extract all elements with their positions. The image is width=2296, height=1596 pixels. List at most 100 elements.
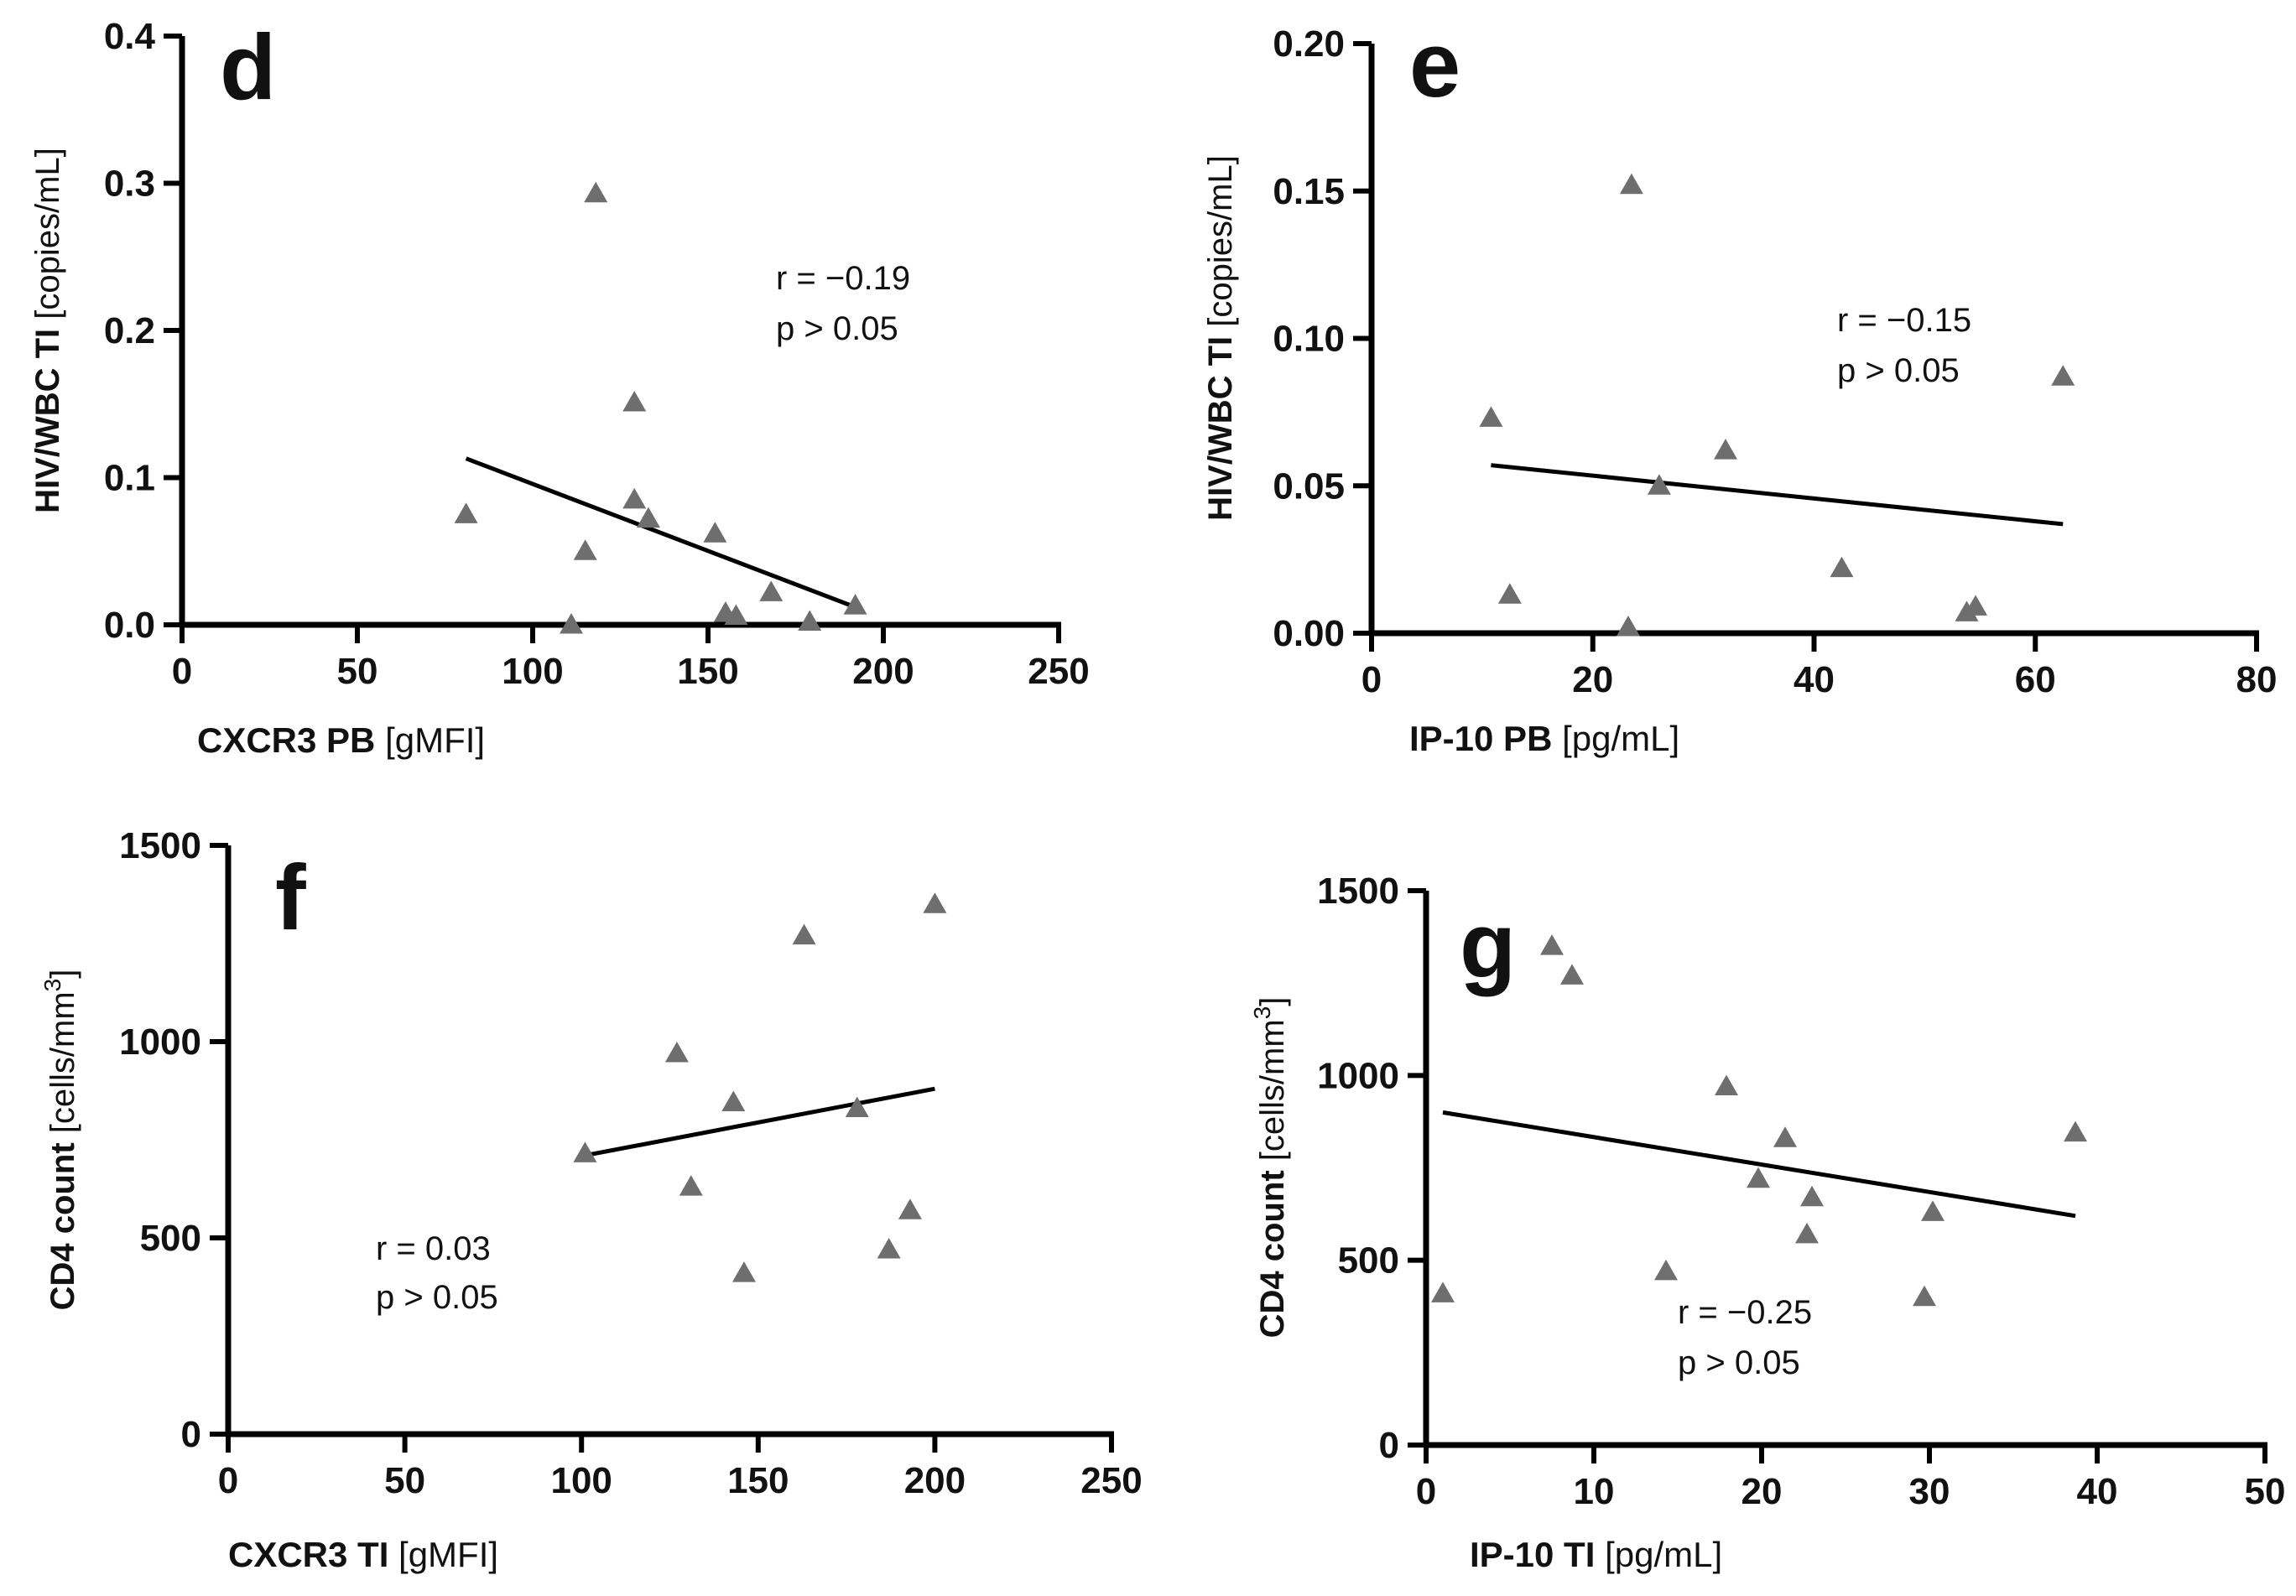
data-point bbox=[1747, 1167, 1770, 1188]
y-axis-title-name: CD4 count bbox=[1254, 1161, 1291, 1338]
data-point bbox=[798, 610, 822, 631]
y-tick-label: 500 bbox=[140, 1218, 201, 1259]
y-tick-label: 0.05 bbox=[1273, 465, 1345, 507]
data-point bbox=[573, 539, 597, 560]
y-axis-title-name: HIV/WBC TI bbox=[29, 320, 66, 513]
y-axis-title: CD4 count [cells/mm3] bbox=[1249, 997, 1291, 1339]
x-tick-label: 250 bbox=[1080, 1460, 1142, 1501]
data-point bbox=[679, 1175, 703, 1196]
data-point bbox=[1830, 556, 1854, 578]
y-tick-label: 1500 bbox=[119, 825, 201, 866]
data-point bbox=[1773, 1126, 1797, 1147]
regression-line bbox=[1491, 463, 2064, 527]
x-tick-label: 150 bbox=[677, 651, 738, 692]
data-point bbox=[1715, 1074, 1738, 1096]
data-point bbox=[636, 507, 660, 528]
data-point bbox=[898, 1198, 922, 1219]
y-axis-title-unit: [cells/mm bbox=[44, 991, 81, 1133]
x-tick-label: 20 bbox=[1742, 1471, 1783, 1512]
y-tick-label: 1000 bbox=[1317, 1055, 1399, 1096]
x-axis-title-name: IP-10 TI bbox=[1470, 1535, 1605, 1574]
data-point bbox=[1540, 934, 1564, 955]
y-tick-label: 0.3 bbox=[104, 164, 155, 205]
data-point bbox=[1497, 583, 1522, 604]
x-axis-title: CXCR3 PB [gMFI] bbox=[197, 720, 485, 760]
x-tick-label: 0 bbox=[172, 651, 192, 692]
data-point bbox=[2051, 365, 2075, 386]
y-tick-label: 0.00 bbox=[1273, 613, 1345, 654]
x-tick-label: 30 bbox=[1909, 1471, 1950, 1512]
x-tick-label: 40 bbox=[2077, 1471, 2118, 1512]
x-tick-label: 200 bbox=[904, 1460, 966, 1501]
y-axis-title-superscript: 3 bbox=[39, 979, 65, 992]
x-axis-title-name: CXCR3 TI bbox=[228, 1535, 398, 1574]
data-point bbox=[721, 1090, 746, 1112]
x-axis-title: CXCR3 TI [gMFI] bbox=[228, 1535, 498, 1574]
data-point bbox=[1647, 474, 1671, 495]
x-axis-title-unit: [gMFI] bbox=[385, 720, 485, 760]
y-tick-label: 0.10 bbox=[1273, 319, 1345, 360]
x-tick-label: 100 bbox=[502, 651, 563, 692]
data-point bbox=[622, 487, 647, 509]
x-tick-label: 80 bbox=[2236, 659, 2278, 700]
y-axis-title-unit: [copies/mL] bbox=[29, 148, 66, 320]
x-tick-label: 0 bbox=[1361, 659, 1382, 700]
data-point bbox=[1431, 1281, 1455, 1302]
x-axis-title: IP-10 TI [pg/mL] bbox=[1470, 1535, 1722, 1574]
y-tick-label: 0.0 bbox=[104, 605, 155, 646]
panel-e: 0.00 0.05 0.10 0.15 0.20 0 20 40 60 80 IP-10 PB [p… bbox=[1202, 13, 2277, 758]
y-tick-label: 0 bbox=[1379, 1425, 1399, 1466]
x-tick-label: 150 bbox=[727, 1460, 789, 1501]
data-point bbox=[877, 1238, 901, 1259]
data-point bbox=[1619, 173, 1643, 195]
data-point bbox=[559, 613, 583, 634]
y-tick-label: 0.1 bbox=[104, 458, 155, 499]
x-tick-label: 50 bbox=[384, 1460, 425, 1501]
data-point bbox=[1795, 1222, 1819, 1244]
y-axis-title: CD4 count [cells/mm3] bbox=[39, 970, 81, 1311]
x-tick-label: 200 bbox=[852, 651, 914, 692]
x-axis-title-name: CXCR3 PB bbox=[197, 720, 385, 760]
panel-letter: f bbox=[275, 846, 306, 949]
stat-r-value: r = −0.15 bbox=[1837, 302, 1971, 339]
x-tick-label: 10 bbox=[1574, 1471, 1615, 1512]
data-point bbox=[1714, 439, 1737, 460]
regression-line bbox=[1442, 1110, 2076, 1219]
data-point bbox=[792, 923, 816, 945]
stat-r-value: r = −0.19 bbox=[776, 260, 910, 297]
panel-letter: d bbox=[220, 16, 276, 119]
data-point bbox=[923, 892, 947, 913]
x-tick-label: 20 bbox=[1572, 659, 1613, 700]
y-axis-title-name: HIV/WBC TI bbox=[1202, 327, 1239, 521]
stat-r-value: r = 0.03 bbox=[376, 1230, 491, 1267]
regression-line bbox=[465, 456, 856, 610]
x-axis-title-unit: [gMFI] bbox=[398, 1535, 498, 1574]
data-point bbox=[1479, 406, 1503, 427]
data-point bbox=[1560, 964, 1584, 985]
x-tick-label: 60 bbox=[2015, 659, 2056, 700]
y-axis-title-superscript: 3 bbox=[1249, 1006, 1275, 1020]
y-tick-label: 1000 bbox=[119, 1022, 201, 1063]
x-axis-title-unit: [pg/mL] bbox=[1562, 719, 1679, 758]
data-point bbox=[1921, 1200, 1945, 1221]
stat-r-value: r = −0.25 bbox=[1678, 1294, 1812, 1331]
data-point bbox=[1800, 1185, 1824, 1207]
y-tick-label: 0.2 bbox=[104, 310, 155, 351]
x-tick-label: 100 bbox=[550, 1460, 612, 1501]
data-point bbox=[622, 390, 647, 412]
data-point bbox=[845, 1096, 869, 1118]
stat-p-value: p > 0.05 bbox=[376, 1279, 498, 1316]
data-point bbox=[724, 604, 748, 625]
stat-p-value: p > 0.05 bbox=[776, 310, 898, 347]
data-point bbox=[1913, 1285, 1936, 1307]
panel-letter: e bbox=[1409, 13, 1460, 117]
y-axis-title-name: CD4 count bbox=[44, 1133, 81, 1310]
x-tick-label: 0 bbox=[218, 1460, 238, 1501]
panel-f: 0 500 1000 1500 0 50 100 150 200 250 CXCR3 TI [gMF… bbox=[39, 825, 1143, 1574]
x-tick-label: 40 bbox=[1794, 659, 1835, 700]
regression-line bbox=[584, 1086, 935, 1158]
y-axis-title-unit: [cells/mm bbox=[1254, 1019, 1291, 1161]
y-tick-label: 0.20 bbox=[1273, 23, 1345, 65]
data-point bbox=[703, 522, 727, 543]
